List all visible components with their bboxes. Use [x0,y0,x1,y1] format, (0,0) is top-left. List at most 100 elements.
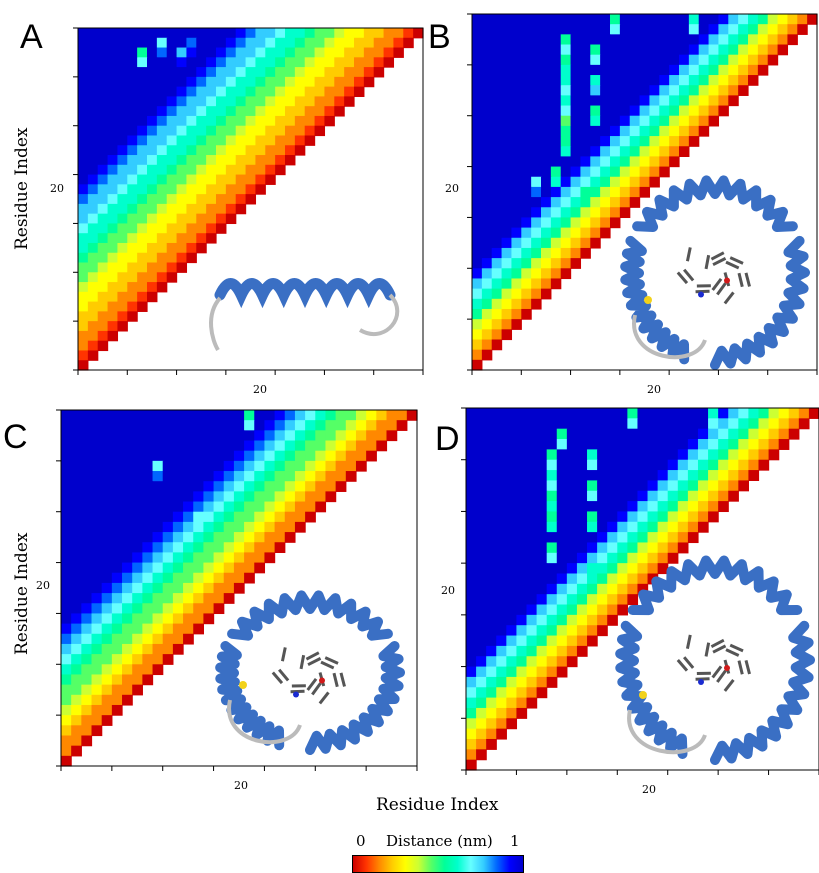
heatmap-cell [71,633,82,645]
heatmap-cell [127,174,138,185]
heatmap-cell [193,511,204,523]
heatmap-cell [254,511,266,523]
heatmap-cell [667,490,679,502]
heatmap-cell [264,481,276,492]
heatmap-cell [233,562,245,574]
heatmap-cell [87,86,99,97]
heatmap-cell [111,633,123,645]
heatmap-cell [264,491,276,503]
heatmap-cell [172,450,184,462]
heatmap-cell [275,47,286,58]
heatmap-cell [107,155,119,166]
heatmap-cell [294,76,306,88]
heatmap-cell [78,350,89,361]
heatmap-cell [122,552,133,564]
heatmap-cell [354,76,365,88]
heatmap-cell [511,105,522,117]
heatmap-cell [758,428,770,440]
heatmap-cell [511,227,522,239]
heatmap-cell [466,532,477,544]
heatmap-cell [570,34,582,46]
heatmap-cell [335,460,347,472]
heatmap-cell [708,44,720,56]
heatmap-cell [687,459,699,471]
heatmap-cell [315,481,327,492]
heatmap-cell [315,471,327,482]
heatmap-cell [496,625,507,637]
heatmap-cell [101,552,113,564]
heatmap-cell [244,501,255,513]
heatmap-cell [101,613,113,625]
heatmap-cell [597,625,608,637]
heatmap-cell [506,532,518,544]
heatmap-cell [166,125,178,137]
heatmap-cell [516,480,528,492]
heatmap-cell [127,47,138,58]
heatmap-cell [738,54,749,66]
heatmap-cell [627,532,639,544]
heatmap-cell [386,410,398,421]
heatmap-cell [617,428,628,440]
heatmap-cell [152,633,164,645]
heatmap-d [461,407,819,775]
heatmap-cell [481,75,493,86]
heatmap-cell [627,594,639,606]
heatmap-cell [142,552,154,564]
heatmap-cell [274,440,286,452]
heatmap-cell [511,288,522,300]
heatmap-cell [101,511,113,523]
heatmap-cell [111,603,123,615]
heatmap-cell [127,213,138,225]
heatmap-cell [117,164,128,176]
heatmap-cell [183,613,194,625]
heatmap-cell [597,614,608,626]
heatmap-cell [294,57,306,68]
heatmap-cell [117,86,128,97]
heatmap-cell [511,125,522,137]
heatmap-cell [657,480,669,492]
heatmap-cell [610,95,621,107]
heatmap-cell [757,44,769,56]
heatmap-cell [315,501,327,513]
heatmap-cell [117,76,128,88]
heatmap-cell [122,410,133,421]
heatmap-cell [738,14,749,25]
heatmap-cell [166,184,178,195]
heatmap-cell [363,37,375,49]
heatmap-cell [176,96,188,107]
heatmap-cell [274,460,286,472]
heatmap-cell [254,450,266,462]
heatmap-cell [506,511,518,523]
heatmap-cell [354,28,365,39]
heatmap-cell [203,521,215,533]
heatmap-cell [466,749,477,761]
heatmap-cell [147,174,158,185]
heatmap-cell [556,449,568,461]
heatmap-cell [486,728,497,740]
heatmap-cell [61,654,72,665]
heatmap-cell [71,460,82,472]
heatmap-cell [132,633,143,645]
heatmap-cell [590,237,601,249]
heatmap-cell [531,44,542,56]
heatmap-cell [244,481,255,492]
heatmap-cell [87,115,99,127]
heatmap-cell [511,14,522,25]
heatmap-cell [147,125,158,137]
heatmap-cell [748,470,760,481]
heatmap-cell [600,64,611,76]
heatmap-cell [587,583,598,595]
heatmap-cell [244,430,255,442]
heatmap-cell [162,511,174,523]
heatmap-cell [363,57,375,68]
heatmap-cell [61,684,72,696]
heatmap-cell [481,207,493,219]
heatmap-cell [687,521,699,533]
heatmap-cell [107,282,119,293]
heatmap-cell [235,37,247,49]
heatmap-cell [531,186,542,198]
heatmap-cell [679,34,690,46]
heatmap-cell [466,697,477,709]
heatmap-cell [274,521,286,533]
heatmap-cell [466,676,477,688]
